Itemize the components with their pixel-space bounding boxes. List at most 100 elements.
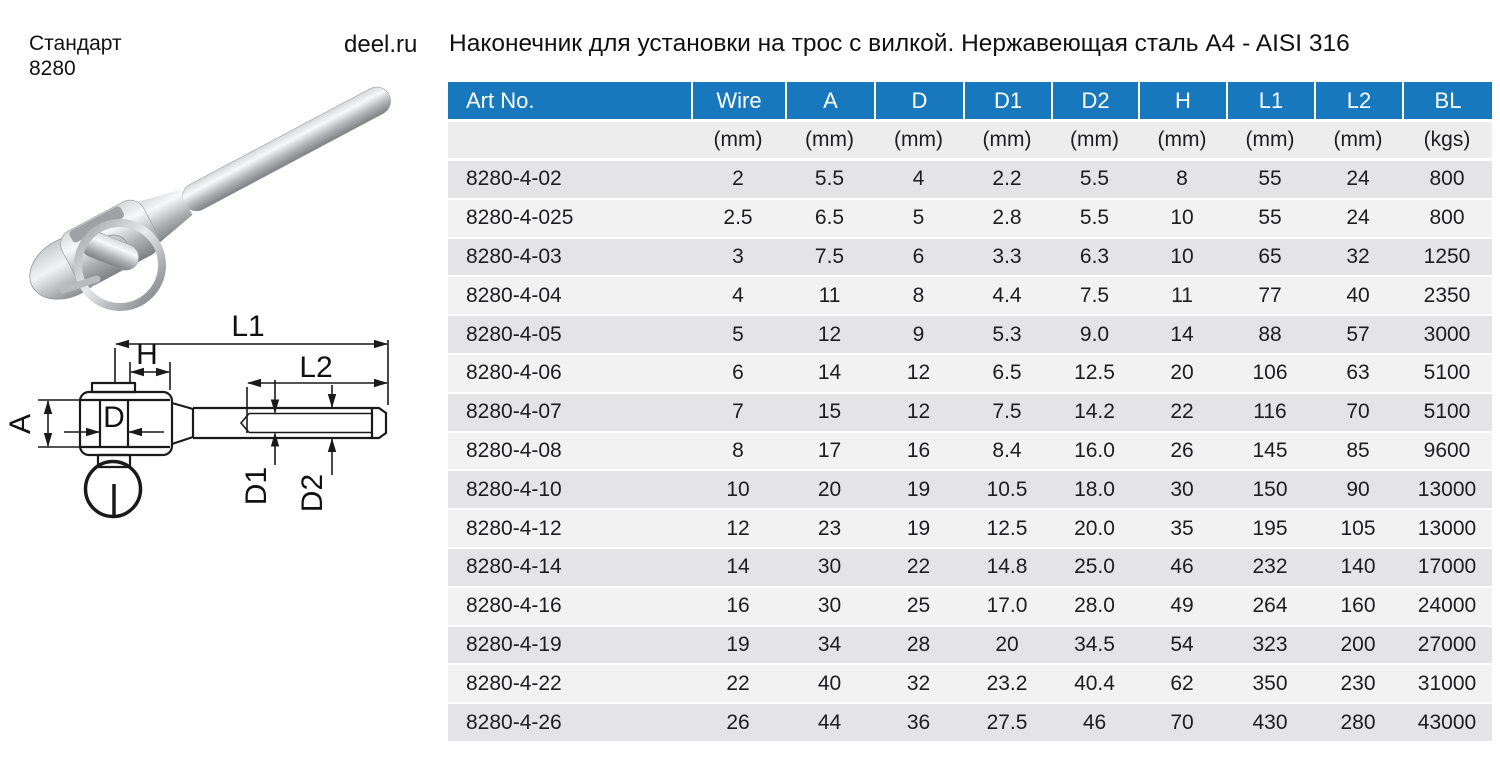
value-cell: 7.5 <box>814 244 845 268</box>
unit-cell: (mm) <box>1333 128 1383 151</box>
value-cell: 12 <box>906 400 931 424</box>
table-row: 8280-4-06 6 14 12 6.5 12.5 20 106 63 5100 <box>448 354 1492 394</box>
value-cell: 800 <box>1429 206 1465 230</box>
value-cell: 8 <box>1176 167 1188 191</box>
split-ring <box>74 219 166 311</box>
column-header: D2 <box>1051 82 1138 119</box>
site-link[interactable]: deel.ru <box>344 31 418 58</box>
value-cell: 3.3 <box>992 244 1022 268</box>
spec-table: Art No. Wire A D D1 D2 H L1 L2 BL (mm) (mm) (mm) (mm… <box>448 82 1492 743</box>
table-row: 8280-4-26 26 44 36 27.5 46 70 430 280 43000 <box>448 704 1492 743</box>
value-cell: 106 <box>1252 361 1288 385</box>
value-cell: 24 <box>1346 206 1370 230</box>
dim-label-d: D <box>103 401 125 434</box>
value-cell: 7 <box>732 400 744 424</box>
value-cell: 90 <box>1346 477 1370 501</box>
value-cell: 25.0 <box>1074 555 1115 579</box>
art-no-cell: 8280-4-16 <box>466 594 562 618</box>
value-cell: 88 <box>1258 322 1282 346</box>
value-cell: 46 <box>1170 555 1194 579</box>
value-cell: 160 <box>1340 594 1376 618</box>
fork-slot <box>69 206 124 243</box>
value-cell: 2 <box>732 167 744 191</box>
unit-cell: (mm) <box>713 128 763 151</box>
value-cell: 116 <box>1253 400 1287 424</box>
value-cell: 8.4 <box>992 438 1022 462</box>
value-cell: 32 <box>1346 244 1370 268</box>
product-photo <box>29 86 391 311</box>
table-body: 8280-4-02 2 5.5 4 2.2 5.5 8 55 24 800 8280-4-025 2.… <box>448 161 1492 743</box>
value-cell: 5.5 <box>1079 206 1110 230</box>
table-row: 8280-4-10 10 20 19 10.5 18.0 30 150 90 13000 <box>448 471 1492 511</box>
value-cell: 19 <box>726 632 750 656</box>
value-cell: 5 <box>912 206 925 230</box>
value-cell: 85 <box>1346 438 1370 462</box>
value-cell: 280 <box>1340 710 1376 734</box>
value-cell: 16 <box>906 438 931 462</box>
art-no-cell: 8280-4-22 <box>466 671 562 695</box>
table-row: 8280-4-16 16 30 25 17.0 28.0 49 264 160 24000 <box>448 587 1492 627</box>
value-cell: 800 <box>1429 167 1465 191</box>
value-cell: 200 <box>1340 632 1376 656</box>
value-cell: 9600 <box>1423 438 1471 462</box>
dim-label-h: H <box>136 338 158 371</box>
value-cell: 10 <box>726 477 750 501</box>
value-cell: 30 <box>1170 477 1194 501</box>
value-cell: 16 <box>726 594 750 618</box>
value-cell: 6.5 <box>992 361 1022 385</box>
shaft-taper <box>133 190 193 246</box>
standard-label: Стандарт <box>29 32 122 55</box>
art-no-cell: 8280-4-025 <box>466 206 574 230</box>
value-cell: 14.8 <box>986 555 1028 579</box>
value-cell: 27.5 <box>986 710 1028 734</box>
value-cell: 8 <box>732 438 744 462</box>
table-row: 8280-4-14 14 30 22 14.8 25.0 46 232 140 17000 <box>448 548 1492 588</box>
value-cell: 28.0 <box>1074 594 1115 618</box>
value-cell: 23 <box>817 516 842 540</box>
drawing-fork-body <box>78 390 174 457</box>
value-cell: 13000 <box>1417 516 1477 540</box>
value-cell: 10 <box>1170 244 1194 268</box>
value-cell: 24 <box>1346 167 1370 191</box>
value-cell: 44 <box>817 710 842 734</box>
value-cell: 40 <box>1346 283 1370 307</box>
dim-label-l1: L1 <box>231 310 264 343</box>
value-cell: 34 <box>817 632 842 656</box>
value-cell: 28 <box>906 632 931 656</box>
value-cell: 26 <box>726 710 750 734</box>
value-cell: 6 <box>912 244 925 268</box>
drawing-shaft <box>193 406 388 440</box>
art-no-cell: 8280-4-02 <box>466 167 562 191</box>
table-row: 8280-4-12 12 23 19 12.5 20.0 35 195 105 13000 <box>448 510 1492 549</box>
unit-cell: (mm) <box>805 128 854 151</box>
value-cell: 1250 <box>1423 244 1471 268</box>
value-cell: 2.5 <box>723 206 753 230</box>
value-cell: 105 <box>1340 516 1376 540</box>
value-cell: 49 <box>1170 594 1194 618</box>
value-cell: 40 <box>817 671 842 695</box>
column-header: L1 <box>1226 82 1314 119</box>
table-row: 8280-4-22 22 40 32 23.2 40.4 62 350 230 31000 <box>448 665 1492 705</box>
standard-number: 8280 <box>29 57 76 80</box>
art-no-cell: 8280-4-04 <box>466 283 562 307</box>
value-cell: 55 <box>1258 167 1282 191</box>
unit-cell <box>448 122 691 158</box>
column-header: Wire <box>691 82 785 119</box>
drawing-pin <box>96 453 132 469</box>
value-cell: 34.5 <box>1074 632 1115 656</box>
value-cell: 77 <box>1258 283 1282 307</box>
column-header: BL <box>1402 82 1492 119</box>
table-row: 8280-4-05 5 12 9 5.3 9.0 14 88 57 3000 <box>448 316 1492 355</box>
value-cell: 24000 <box>1417 594 1477 618</box>
value-cell: 19 <box>906 516 931 540</box>
table-row: 8280-4-07 7 15 12 7.5 14.2 22 116 70 5100 <box>448 393 1492 433</box>
value-cell: 17.0 <box>986 594 1028 618</box>
value-cell: 32 <box>906 671 931 695</box>
value-cell: 25 <box>906 594 931 618</box>
column-header: Art No. <box>466 87 535 113</box>
column-header: D <box>874 82 963 119</box>
value-cell: 6.3 <box>1079 244 1110 268</box>
value-cell: 20 <box>1170 361 1194 385</box>
art-no-cell: 8280-4-07 <box>466 400 562 424</box>
table-header-row: Art No. Wire A D D1 D2 H L1 L2 BL <box>448 82 1492 119</box>
